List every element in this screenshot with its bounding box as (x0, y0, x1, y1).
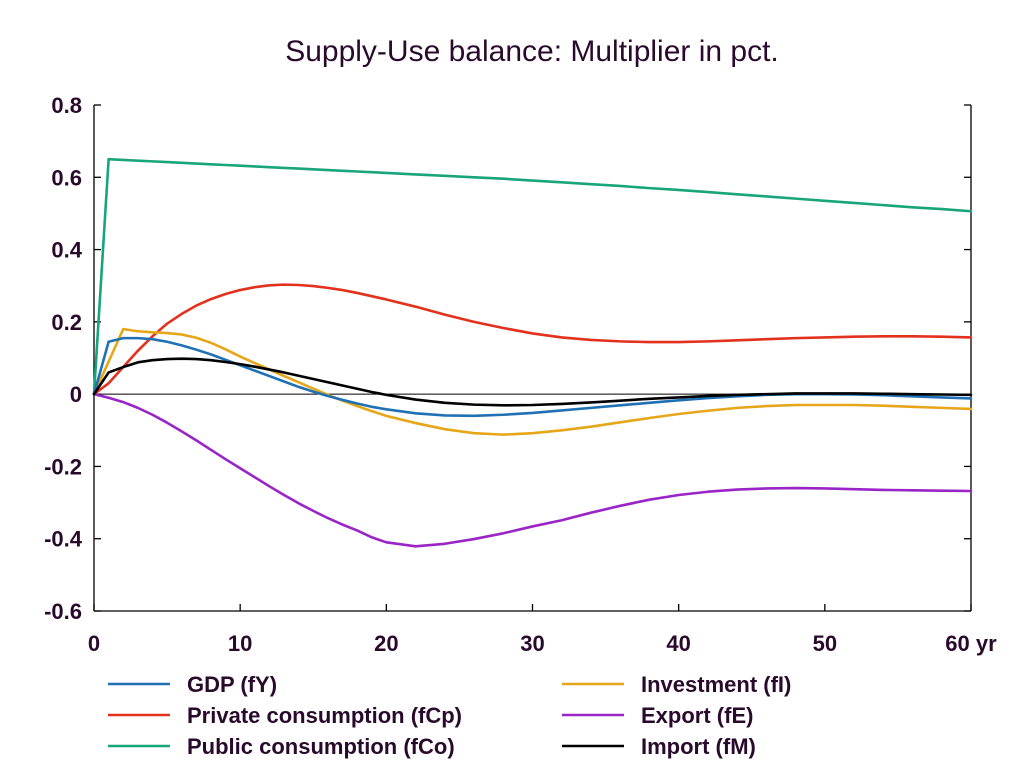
x-tick-label: 0 (88, 631, 100, 656)
plot-lines (92, 157, 973, 548)
x-tick-label: 50 (813, 631, 837, 656)
legend-label-import: Import (fM) (641, 734, 756, 759)
legend-item-gdp: GDP (fY) (108, 672, 277, 697)
series-line-export-fe (92, 392, 973, 548)
y-tick-label: 0.4 (51, 238, 82, 263)
legend: GDP (fY) Private consumption (fCp) Publi… (108, 672, 791, 759)
legend-item-import: Import (fM) (562, 734, 756, 759)
y-tick-label: -0.2 (44, 454, 82, 479)
x-tick-label: 10 (228, 631, 252, 656)
y-tick-label: 0.6 (51, 165, 82, 190)
legend-label-export: Export (fE) (641, 703, 753, 728)
ticks: 0.80.60.40.20-0.2-0.4-0.60 10 20 30 40 50 60 y… (44, 93, 997, 656)
y-tick-label: 0.8 (51, 93, 82, 118)
legend-label-investment: Investment (fI) (641, 672, 791, 697)
x-tick-label: 30 (520, 631, 544, 656)
legend-item-private-consumption: Private consumption (fCp) (108, 703, 462, 728)
series-line-public-consumption-fco (92, 157, 973, 396)
y-tick-label: -0.4 (44, 527, 83, 552)
series-line-investment-fi (92, 327, 973, 436)
x-tick-label: 40 (666, 631, 690, 656)
series-line-import-fm (92, 357, 973, 407)
legend-label-gdp: GDP (fY) (187, 672, 277, 697)
legend-item-investment: Investment (fI) (562, 672, 791, 697)
x-tick-label: 20 (374, 631, 398, 656)
y-tick-label: -0.6 (44, 599, 82, 624)
legend-item-public-consumption: Public consumption (fCo) (108, 734, 455, 759)
y-tick-label: 0.2 (51, 310, 82, 335)
legend-label-public-consumption: Public consumption (fCo) (187, 734, 455, 759)
series-line-private-consumption-fcp (92, 283, 973, 396)
y-tick-label: 0 (70, 382, 82, 407)
chart-title: Supply-Use balance: Multiplier in pct. (285, 35, 779, 68)
legend-label-private-consumption: Private consumption (fCp) (187, 703, 462, 728)
legend-item-export: Export (fE) (562, 703, 753, 728)
x-tick-label: 60 yr (945, 631, 997, 656)
